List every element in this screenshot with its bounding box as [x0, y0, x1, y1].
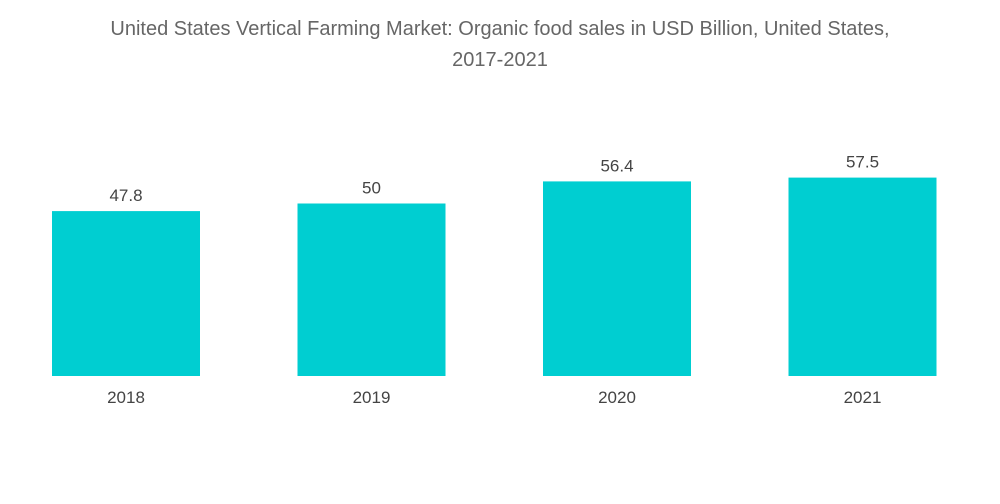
data-label-2020: 56.4	[600, 156, 633, 175]
x-tick-label-2019: 2019	[353, 388, 391, 407]
x-tick-label-2021: 2021	[844, 388, 882, 407]
chart-title-line-2: 2017-2021	[452, 49, 548, 71]
data-label-2021: 57.5	[846, 153, 879, 172]
bar-2021	[788, 177, 937, 376]
bar-2020	[543, 181, 691, 376]
bar-2018	[52, 211, 200, 376]
x-tick-label-2018: 2018	[107, 388, 145, 407]
data-label-2019: 50	[362, 179, 381, 198]
chart-title: United States Vertical Farming Market: O…	[0, 14, 1000, 76]
bar-2019	[297, 203, 446, 376]
data-label-2018: 47.8	[109, 186, 142, 205]
chart-title-line-1: United States Vertical Farming Market: O…	[110, 18, 890, 40]
x-tick-label-2020: 2020	[598, 388, 636, 407]
